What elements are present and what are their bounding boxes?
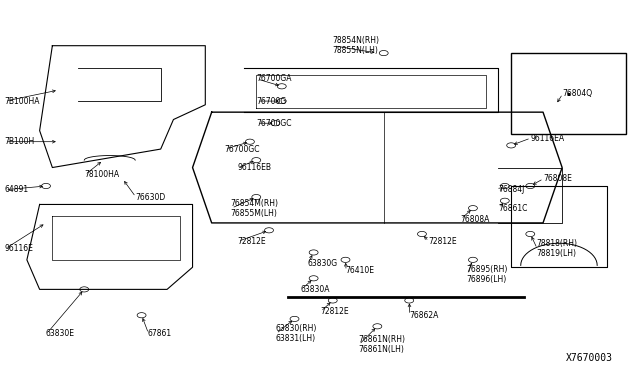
- Text: 78818(RH)
78819(LH): 78818(RH) 78819(LH): [537, 240, 578, 258]
- Text: 76861C: 76861C: [499, 203, 528, 213]
- Text: 76804Q: 76804Q: [562, 89, 592, 98]
- Text: 63830G: 63830G: [307, 259, 337, 268]
- Text: 96116EB: 96116EB: [237, 163, 271, 172]
- Text: 76808E: 76808E: [543, 174, 572, 183]
- Text: 76700GC: 76700GC: [225, 145, 260, 154]
- Text: 96116E: 96116E: [4, 244, 33, 253]
- Text: 76630D: 76630D: [135, 193, 166, 202]
- Text: 63830(RH)
63831(LH): 63830(RH) 63831(LH): [275, 324, 317, 343]
- Text: X7670003: X7670003: [566, 353, 613, 363]
- Text: 63830A: 63830A: [301, 285, 330, 294]
- Text: 7B100HA: 7B100HA: [4, 97, 40, 106]
- Text: 67861: 67861: [148, 329, 172, 338]
- Text: 78100HA: 78100HA: [84, 170, 119, 179]
- Text: 72812E: 72812E: [428, 237, 457, 246]
- Text: 76808A: 76808A: [460, 215, 490, 224]
- Text: ▪: ▪: [566, 91, 570, 96]
- Text: 96116EA: 96116EA: [531, 134, 564, 142]
- Text: 76862A: 76862A: [409, 311, 438, 320]
- Text: 72812E: 72812E: [320, 307, 349, 316]
- Text: 76861N(RH)
76861N(LH): 76861N(RH) 76861N(LH): [358, 336, 405, 354]
- Text: 63830E: 63830E: [46, 329, 75, 338]
- Text: 76895(RH)
76896(LH): 76895(RH) 76896(LH): [467, 265, 508, 284]
- Text: 76700G: 76700G: [256, 97, 287, 106]
- Text: 72812E: 72812E: [237, 237, 266, 246]
- Text: 76700GA: 76700GA: [256, 74, 292, 83]
- Text: 64891: 64891: [4, 185, 29, 194]
- Text: 76410E: 76410E: [346, 266, 374, 275]
- Text: 76854M(RH)
76855M(LH): 76854M(RH) 76855M(LH): [231, 199, 279, 218]
- Text: 78854N(RH)
78855N(LH): 78854N(RH) 78855N(LH): [333, 36, 380, 55]
- Text: 7B100H: 7B100H: [4, 137, 35, 146]
- Text: 76700GC: 76700GC: [256, 119, 292, 128]
- Bar: [511, 53, 626, 134]
- Text: 76884J: 76884J: [499, 185, 525, 194]
